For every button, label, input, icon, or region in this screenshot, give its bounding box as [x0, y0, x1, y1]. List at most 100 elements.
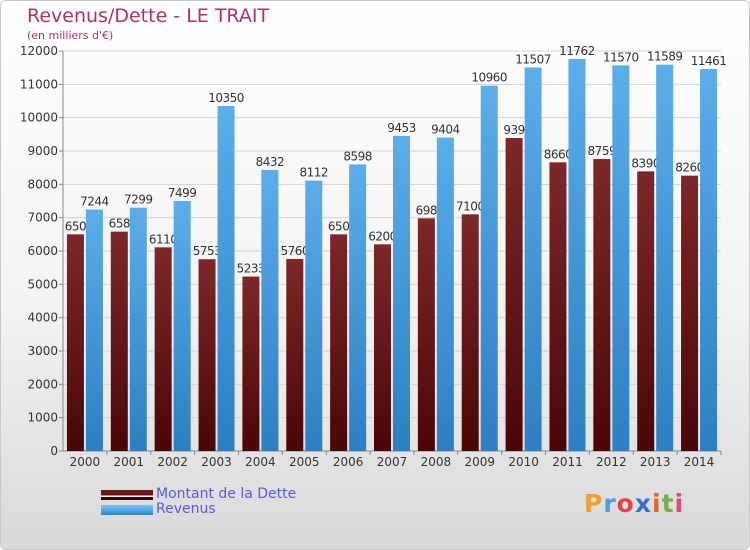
bar-dette: [154, 247, 172, 451]
bar-dette: [461, 214, 479, 451]
y-tick-label: 6000: [27, 244, 58, 258]
bar-dette: [505, 138, 523, 451]
y-tick-label: 4000: [27, 311, 58, 325]
logo-letter-r: r: [603, 489, 617, 518]
bar-revenus: [612, 65, 630, 451]
bar-revenus: [173, 201, 191, 451]
bar-revenus-label: 8598: [343, 149, 372, 163]
bar-revenus: [480, 85, 498, 452]
logo-letter-p: P: [584, 489, 604, 518]
x-tick-label: 2002: [157, 455, 188, 469]
proxiti-logo: Proxiti: [584, 489, 684, 518]
x-tick-label: 2000: [70, 455, 101, 469]
bar-revenus-label: 11762: [559, 44, 595, 58]
x-tick-label: 2014: [684, 455, 715, 469]
bar-dette-label: 8759: [588, 144, 617, 158]
bar-dette-label: 698: [416, 203, 437, 217]
x-tick-label: 2012: [596, 455, 627, 469]
bar-dette-label: 5753: [193, 244, 222, 258]
bar-dette: [110, 231, 128, 451]
bar-revenus: [129, 207, 147, 451]
y-tick-label: 0: [50, 444, 58, 458]
bar-revenus: [656, 64, 674, 451]
bar-dette: [374, 244, 391, 451]
chart-subtitle: (en milliers d'€): [27, 29, 114, 42]
x-tick-label: 2001: [114, 455, 145, 469]
legend-swatch-dette: [101, 490, 153, 500]
y-tick-label: 2000: [27, 377, 58, 391]
bar-revenus: [261, 169, 279, 451]
x-tick-label: 2007: [377, 455, 408, 469]
logo-letter-o: o: [616, 489, 635, 518]
bar-dette: [242, 276, 260, 451]
bar-revenus-label: 11570: [603, 50, 639, 64]
bar-revenus-label: 9404: [431, 123, 460, 137]
bar-revenus-label: 10960: [471, 71, 507, 85]
bar-dette-label: 650: [65, 219, 86, 233]
y-tick-label: 8000: [27, 177, 58, 191]
logo-letter-i: i: [652, 489, 662, 518]
y-tick-label: 3000: [27, 344, 58, 358]
bar-revenus: [85, 209, 103, 451]
y-tick-label: 1000: [27, 411, 58, 425]
bar-revenus: [436, 137, 454, 452]
bar-dette-label: 658: [109, 217, 130, 231]
bar-revenus-label: 11507: [515, 52, 551, 66]
legend-label-dette: Montant de la Dette: [156, 486, 297, 502]
legend-label-revenus: Revenus: [156, 501, 216, 517]
bar-revenus-label: 8432: [256, 155, 285, 169]
bar-dette-label: 5233: [237, 262, 266, 276]
y-tick-label: 5000: [27, 277, 58, 291]
x-tick-label: 2011: [552, 455, 583, 469]
bar-revenus: [524, 67, 542, 451]
x-tick-label: 2004: [245, 455, 276, 469]
bar-revenus-label: 9453: [387, 121, 416, 135]
bar-dette: [198, 259, 216, 451]
x-tick-label: 2009: [464, 455, 495, 469]
bar-revenus-label: 10350: [208, 91, 244, 105]
y-tick-label: 9000: [27, 144, 58, 158]
bar-dette-label: 939: [503, 123, 524, 137]
bar-dette: [286, 259, 304, 451]
y-tick-label: 11000: [20, 77, 58, 91]
bar-dette: [417, 218, 435, 451]
bar-dette-label: 650: [328, 219, 349, 233]
x-tick-label: 2005: [289, 455, 320, 469]
x-tick-label: 2008: [421, 455, 452, 469]
x-tick-label: 2003: [201, 455, 232, 469]
bar-revenus-label: 11461: [691, 54, 727, 68]
bar-revenus: [217, 106, 235, 451]
x-tick-label: 2010: [508, 455, 539, 469]
bar-dette: [66, 234, 84, 451]
logo-letter-t: t: [661, 489, 675, 518]
bar-revenus: [349, 164, 367, 451]
bar-dette-label: 8260: [675, 161, 704, 175]
bar-revenus-label: 7299: [124, 193, 153, 207]
bar-dette: [681, 175, 699, 451]
bar-dette: [549, 162, 567, 452]
bar-dette-label: 6110: [149, 232, 178, 246]
bar-revenus-label: 11589: [647, 50, 683, 64]
bar-revenus: [568, 58, 586, 451]
bar-revenus-label: 7499: [168, 186, 197, 200]
bar-revenus-label: 8112: [299, 166, 328, 180]
chart-title: Revenus/Dette - LE TRAIT: [27, 5, 270, 27]
bar-revenus: [305, 180, 323, 451]
bar-dette-label: 8390: [631, 156, 660, 170]
bar-dette-label: 8660: [544, 147, 573, 161]
x-tick-label: 2013: [640, 455, 671, 469]
bar-dette: [593, 159, 611, 452]
y-tick-label: 12000: [20, 44, 58, 58]
bar-revenus: [700, 68, 718, 451]
logo-letter-x: x: [634, 489, 652, 518]
bar-revenus-label: 7244: [80, 195, 109, 209]
bar-dette-label: 7100: [456, 199, 485, 213]
logo-letter-i2: i: [674, 489, 685, 518]
bar-dette-label: 6200: [368, 229, 397, 243]
legend-swatch-revenus: [101, 505, 153, 515]
y-tick-label: 10000: [20, 111, 58, 125]
x-tick-label: 2006: [333, 455, 364, 469]
bar-dette-label: 5760: [280, 244, 309, 258]
